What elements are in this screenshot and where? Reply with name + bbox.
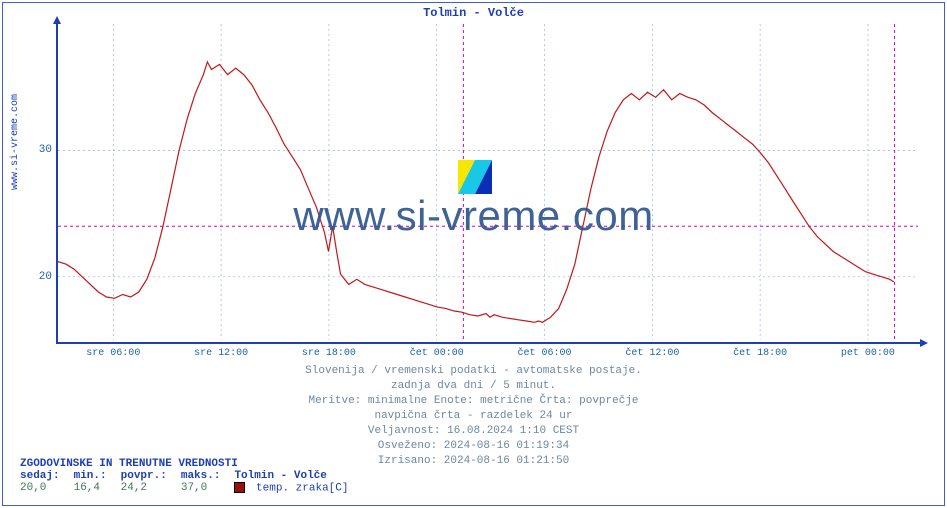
footer-text: Slovenija / vremenski podatki - avtomats… bbox=[0, 364, 947, 469]
footer-line: zadnja dva dni / 5 minut. bbox=[0, 379, 947, 394]
legend-value: 20,0 bbox=[20, 482, 74, 494]
legend-series-label: Tolmin - Volče bbox=[234, 470, 362, 482]
footer-line: Meritve: minimalne Enote: metrične Črta:… bbox=[0, 394, 947, 409]
legend-col: sedaj: bbox=[20, 470, 74, 482]
x-tick-label: čet 18:00 bbox=[733, 348, 787, 359]
x-tick-label: čet 00:00 bbox=[410, 348, 464, 359]
legend-table: sedaj:min.:povpr.:maks.:Tolmin - Volče 2… bbox=[20, 470, 362, 494]
legend: ZGODOVINSKE IN TRENUTNE VREDNOSTI sedaj:… bbox=[20, 458, 362, 494]
footer-line: navpična črta - razdelek 24 ur bbox=[0, 409, 947, 424]
y-tick-label: 30 bbox=[39, 144, 52, 156]
footer-line: Veljavnost: 16.08.2024 1:10 CEST bbox=[0, 424, 947, 439]
x-axis-arrow bbox=[920, 339, 928, 347]
x-tick-label: čet 06:00 bbox=[518, 348, 572, 359]
x-tick-label: pet 00:00 bbox=[841, 348, 895, 359]
x-tick-label: čet 12:00 bbox=[625, 348, 679, 359]
legend-value: 24,2 bbox=[121, 482, 181, 494]
x-tick-label: sre 06:00 bbox=[86, 348, 140, 359]
legend-measure-label: temp. zraka[C] bbox=[249, 482, 348, 494]
legend-col: maks.: bbox=[181, 470, 235, 482]
watermark-icon bbox=[458, 160, 492, 194]
legend-header: ZGODOVINSKE IN TRENUTNE VREDNOSTI bbox=[20, 458, 362, 470]
footer-line: Slovenija / vremenski podatki - avtomats… bbox=[0, 364, 947, 379]
x-tick-label: sre 12:00 bbox=[194, 348, 248, 359]
legend-col: povpr.: bbox=[121, 470, 181, 482]
legend-col: min.: bbox=[74, 470, 121, 482]
y-axis-label: www.si-vreme.com bbox=[10, 94, 21, 190]
legend-swatch bbox=[234, 482, 245, 493]
y-tick-label: 20 bbox=[39, 271, 52, 283]
chart-container: Tolmin - Volče www.si-vreme.com sre 06:0… bbox=[0, 0, 947, 508]
legend-value: 37,0 bbox=[181, 482, 235, 494]
legend-measure: temp. zraka[C] bbox=[234, 482, 362, 494]
footer-line: Osveženo: 2024-08-16 01:19:34 bbox=[0, 439, 947, 454]
y-axis-arrow bbox=[53, 16, 61, 24]
x-tick-label: sre 18:00 bbox=[302, 348, 356, 359]
chart-title: Tolmin - Volče bbox=[0, 6, 947, 20]
legend-value: 16,4 bbox=[74, 482, 121, 494]
